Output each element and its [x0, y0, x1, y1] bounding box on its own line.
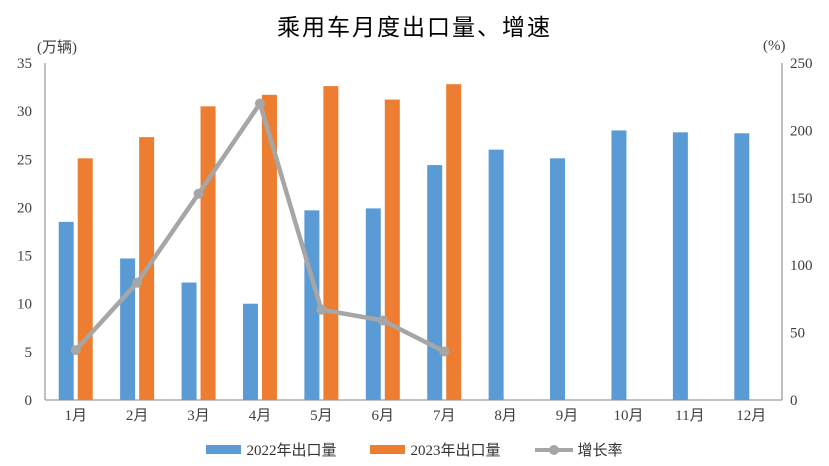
bar-2022-3月	[181, 282, 197, 400]
growth-rate-point	[132, 277, 143, 288]
x-axis-label: 5月	[310, 408, 333, 424]
growth-rate-point	[439, 346, 450, 357]
legend-swatch-2022-exports	[206, 445, 242, 454]
legend-item-2022-exports: 2022年出口量	[206, 439, 336, 460]
growth-rate-point	[377, 315, 388, 326]
x-axis-label: 1月	[64, 408, 87, 424]
x-axis-label: 12月	[736, 408, 766, 424]
bar-2023-7月	[446, 84, 462, 400]
right-axis-tick: 0	[790, 393, 798, 409]
bar-2022-5月	[304, 210, 320, 400]
bar-2022-4月	[242, 303, 258, 400]
x-axis-label: 7月	[433, 408, 456, 424]
growth-rate-point	[70, 345, 81, 356]
left-axis-tick: 25	[17, 152, 32, 168]
left-axis-tick: 15	[17, 249, 32, 265]
legend-label-2022-exports: 2022年出口量	[246, 443, 337, 459]
bar-2022-8月	[488, 149, 504, 400]
bar-2023-6月	[384, 99, 400, 401]
chart-title: 乘用车月度出口量、增速	[277, 15, 552, 40]
x-axis-label: 8月	[494, 408, 517, 424]
legend-item-2023-exports: 2023年出口量	[370, 439, 501, 460]
left-axis-tick: 0	[25, 393, 33, 409]
left-axis-tick: 10	[17, 297, 32, 313]
x-axis-label: 2月	[126, 408, 149, 424]
legend-swatch-2023-exports	[370, 445, 406, 454]
legend-label-2023-exports: 2023年出口量	[410, 443, 501, 459]
left-axis-tick: 20	[17, 200, 32, 216]
x-axis-label: 9月	[556, 408, 579, 424]
legend-item-growth-rate: 增长率	[534, 439, 623, 460]
bar-2022-6月	[365, 208, 381, 400]
bar-2022-9月	[550, 158, 566, 400]
right-axis-tick: 50	[790, 326, 805, 342]
bar-2022-7月	[427, 165, 443, 400]
chart-legend: 2022年出口量 2023年出口量 增长率	[0, 439, 829, 460]
left-axis-tick: 30	[17, 104, 32, 120]
left-axis-tick: 35	[17, 56, 32, 72]
bar-2023-3月	[200, 106, 216, 400]
bar-2022-12月	[734, 133, 750, 400]
bar-2022-11月	[672, 132, 688, 400]
right-axis-tick: 250	[790, 56, 813, 72]
right-axis-unit-label: (%)	[763, 38, 786, 54]
bar-2023-4月	[261, 94, 277, 400]
left-axis-tick: 5	[25, 345, 33, 361]
growth-rate-point	[193, 188, 204, 199]
bar-2023-1月	[77, 158, 93, 400]
x-axis-label: 11月	[675, 408, 704, 424]
legend-label-growth-rate: 增长率	[577, 443, 623, 459]
right-axis-tick: 100	[790, 258, 813, 274]
x-axis-label: 3月	[187, 408, 210, 424]
legend-swatch-growth-rate-line	[534, 444, 573, 455]
right-axis-tick: 150	[790, 191, 813, 207]
x-axis-label: 10月	[613, 408, 643, 424]
bar-2023-5月	[323, 86, 339, 400]
x-axis-label: 6月	[372, 408, 395, 424]
x-axis-label: 4月	[249, 408, 272, 424]
bar-2022-10月	[611, 130, 627, 400]
growth-rate-point	[254, 98, 265, 109]
bar-2022-1月	[58, 221, 74, 400]
bar-2022-2月	[120, 258, 136, 400]
growth-rate-point	[316, 304, 327, 315]
left-axis-unit-label: (万辆)	[37, 39, 77, 56]
right-axis-tick: 200	[790, 123, 813, 139]
